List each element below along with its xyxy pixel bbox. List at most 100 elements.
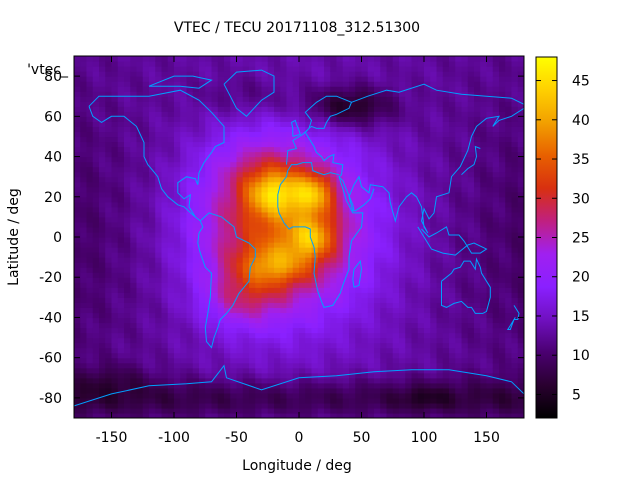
heatmap-cell — [311, 56, 319, 62]
heatmap-cell — [217, 342, 225, 349]
heatmap-cell — [492, 186, 500, 193]
heatmap-cell — [399, 191, 406, 198]
heatmap-cell — [386, 56, 394, 62]
heatmap-cell — [255, 357, 263, 364]
heatmap-cell — [192, 166, 200, 173]
heatmap-cell — [267, 201, 275, 208]
heatmap-cell — [274, 231, 281, 238]
heatmap-cell — [305, 377, 313, 384]
heatmap-cell — [224, 287, 231, 293]
heatmap-cell — [186, 66, 194, 72]
heatmap-cell — [124, 86, 131, 92]
heatmap-cell — [342, 377, 350, 384]
heatmap-cell — [142, 357, 150, 364]
heatmap-cell — [130, 407, 138, 414]
heatmap-cell — [255, 76, 263, 82]
heatmap-cell — [449, 372, 456, 379]
heatmap-cell — [199, 61, 206, 67]
heatmap-cell — [311, 186, 319, 193]
heatmap-cell — [186, 317, 194, 324]
heatmap-cell — [324, 226, 331, 233]
heatmap-cell — [99, 231, 106, 238]
heatmap-cell — [292, 166, 300, 173]
heatmap-cell — [161, 367, 169, 374]
heatmap-cell — [74, 267, 81, 273]
heatmap-cell — [74, 101, 81, 107]
heatmap-cell — [117, 402, 125, 409]
heatmap-cell — [430, 126, 438, 133]
heatmap-cell — [174, 357, 181, 364]
heatmap-cell — [492, 297, 500, 303]
heatmap-cell — [305, 327, 313, 334]
heatmap-cell — [99, 322, 106, 329]
heatmap-cell — [399, 91, 406, 97]
heatmap-cell — [80, 106, 88, 112]
heatmap-cell — [480, 267, 488, 273]
heatmap-cell — [486, 126, 494, 133]
heatmap-cell — [411, 402, 419, 409]
heatmap-cell — [280, 312, 288, 319]
heatmap-cell — [336, 141, 344, 148]
heatmap-cell — [324, 407, 331, 414]
heatmap-cell — [305, 397, 313, 404]
heatmap-cell — [292, 312, 300, 319]
heatmap-cell — [255, 186, 263, 193]
heatmap-cell — [280, 116, 288, 122]
heatmap-cell — [355, 322, 363, 329]
heatmap-cell — [149, 76, 156, 82]
heatmap-cell — [92, 86, 100, 92]
heatmap-cell — [211, 91, 219, 97]
heatmap-cell — [192, 201, 200, 208]
heatmap-cell — [211, 196, 219, 203]
heatmap-cell — [405, 136, 413, 143]
heatmap-cell — [111, 352, 119, 359]
heatmap-cell — [380, 121, 388, 127]
heatmap-cell — [199, 402, 206, 409]
heatmap-cell — [442, 151, 450, 158]
heatmap-cell — [305, 146, 313, 153]
heatmap-cell — [136, 387, 144, 394]
heatmap-cell — [174, 106, 181, 112]
heatmap-cell — [99, 106, 106, 112]
heatmap-cell — [467, 121, 475, 127]
heatmap-cell — [74, 332, 81, 339]
heatmap-cell — [136, 136, 144, 143]
heatmap-cell — [124, 277, 131, 283]
heatmap-cell — [142, 242, 150, 248]
heatmap-cell — [336, 287, 344, 293]
heatmap-cell — [136, 332, 144, 339]
heatmap-cell — [86, 237, 94, 243]
heatmap-cell — [117, 176, 125, 183]
heatmap-cell — [399, 86, 406, 92]
heatmap-cell — [161, 176, 169, 183]
heatmap-cell — [299, 357, 306, 364]
heatmap-cell — [380, 357, 388, 364]
heatmap-cell — [461, 297, 469, 303]
heatmap-cell — [330, 121, 338, 127]
heatmap-cell — [367, 131, 375, 138]
heatmap-cell — [161, 352, 169, 359]
heatmap-cell — [205, 191, 213, 198]
heatmap-cell — [430, 292, 438, 298]
heatmap-cell — [236, 402, 244, 409]
heatmap-cell — [211, 111, 219, 117]
heatmap-cell — [286, 307, 294, 314]
heatmap-cell — [236, 56, 244, 62]
heatmap-cell — [380, 211, 388, 218]
heatmap-cell — [224, 362, 231, 369]
heatmap-cell — [105, 231, 113, 238]
heatmap-cell — [436, 267, 444, 273]
heatmap-cell — [117, 116, 125, 122]
heatmap-cell — [324, 61, 331, 67]
heatmap-cell — [455, 216, 463, 223]
heatmap-cell — [299, 231, 306, 238]
heatmap-cell — [211, 161, 219, 168]
heatmap-cell — [161, 81, 169, 87]
heatmap-cell — [342, 231, 350, 238]
heatmap-cell — [174, 76, 181, 82]
heatmap-cell — [236, 186, 244, 193]
heatmap-cell — [461, 392, 469, 399]
heatmap-cell — [399, 121, 406, 127]
heatmap-cell — [105, 352, 113, 359]
heatmap-cell — [167, 347, 175, 354]
